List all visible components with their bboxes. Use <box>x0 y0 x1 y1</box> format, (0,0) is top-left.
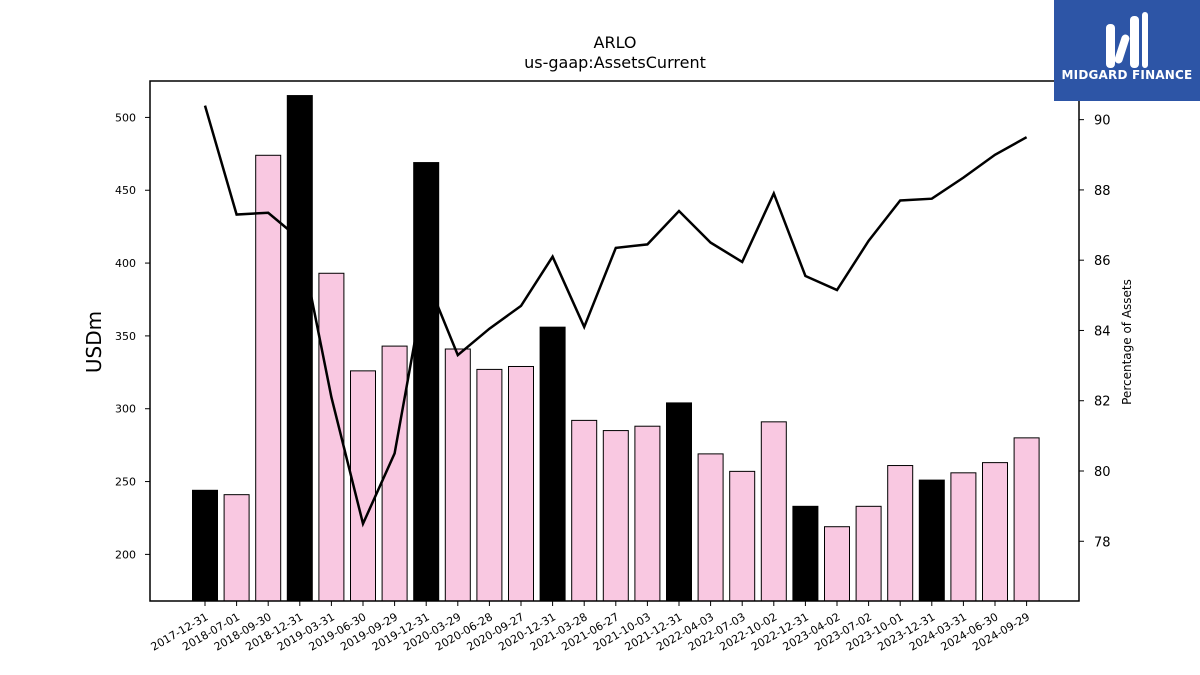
y2-tick-label: 82 <box>1094 395 1111 410</box>
y-tick-label: 250 <box>115 476 136 489</box>
bar <box>666 402 692 602</box>
bar <box>508 365 534 602</box>
y2-tick-label: 88 <box>1094 184 1111 199</box>
bar <box>982 462 1008 602</box>
bar <box>286 95 313 602</box>
bar <box>792 505 819 602</box>
bars <box>192 95 1040 602</box>
bar <box>318 272 345 602</box>
logo-text: MIDGARD FINANCE <box>1061 68 1193 82</box>
bar <box>413 162 440 602</box>
bar <box>571 419 598 602</box>
series-line <box>203 105 1028 528</box>
y-tick-label: 500 <box>115 111 136 124</box>
bar <box>444 348 471 602</box>
y-tick-label: 400 <box>115 257 136 270</box>
brand-logo: MIDGARD FINANCE <box>1054 0 1200 101</box>
bar <box>824 526 850 602</box>
line-series <box>203 105 1028 528</box>
y2-tick-label: 84 <box>1094 324 1111 339</box>
bar <box>476 368 503 602</box>
y-tick-label: 200 <box>115 548 136 561</box>
bar <box>729 470 756 602</box>
y2-tick-label: 78 <box>1094 535 1111 550</box>
y-axis-label: USDm <box>82 311 106 373</box>
bar <box>223 494 250 602</box>
bar <box>192 489 218 602</box>
bar <box>918 479 945 602</box>
plot-frame <box>149 80 1080 602</box>
bar <box>255 154 282 602</box>
bar <box>887 465 914 602</box>
y2-axis: 78 80 82 84 86 88 90 <box>1079 114 1111 550</box>
bar <box>602 430 629 602</box>
bar <box>760 421 787 602</box>
y-tick-label: 350 <box>115 330 136 343</box>
y-axis: 200 250 300 350 400 450 500 <box>115 111 150 561</box>
y-tick-label: 450 <box>115 184 136 197</box>
y2-tick-label: 90 <box>1094 114 1111 129</box>
y2-tick-label: 86 <box>1094 254 1111 269</box>
logo-mark-icon <box>1106 12 1148 68</box>
bar <box>634 425 661 602</box>
bar <box>1013 437 1040 602</box>
y2-tick-label: 80 <box>1094 465 1111 480</box>
bar <box>855 505 882 602</box>
chart-title: ARLO <box>594 33 637 52</box>
chart-subtitle: us-gaap:AssetsCurrent <box>524 53 706 72</box>
x-axis: 2017-12-312018-07-012018-09-302018-12-31… <box>149 601 1032 654</box>
y2-axis-label: Percentage of Assets <box>1120 279 1134 405</box>
bar <box>539 326 566 602</box>
bar <box>950 472 977 602</box>
bar <box>697 453 724 602</box>
y-tick-label: 300 <box>115 403 136 416</box>
